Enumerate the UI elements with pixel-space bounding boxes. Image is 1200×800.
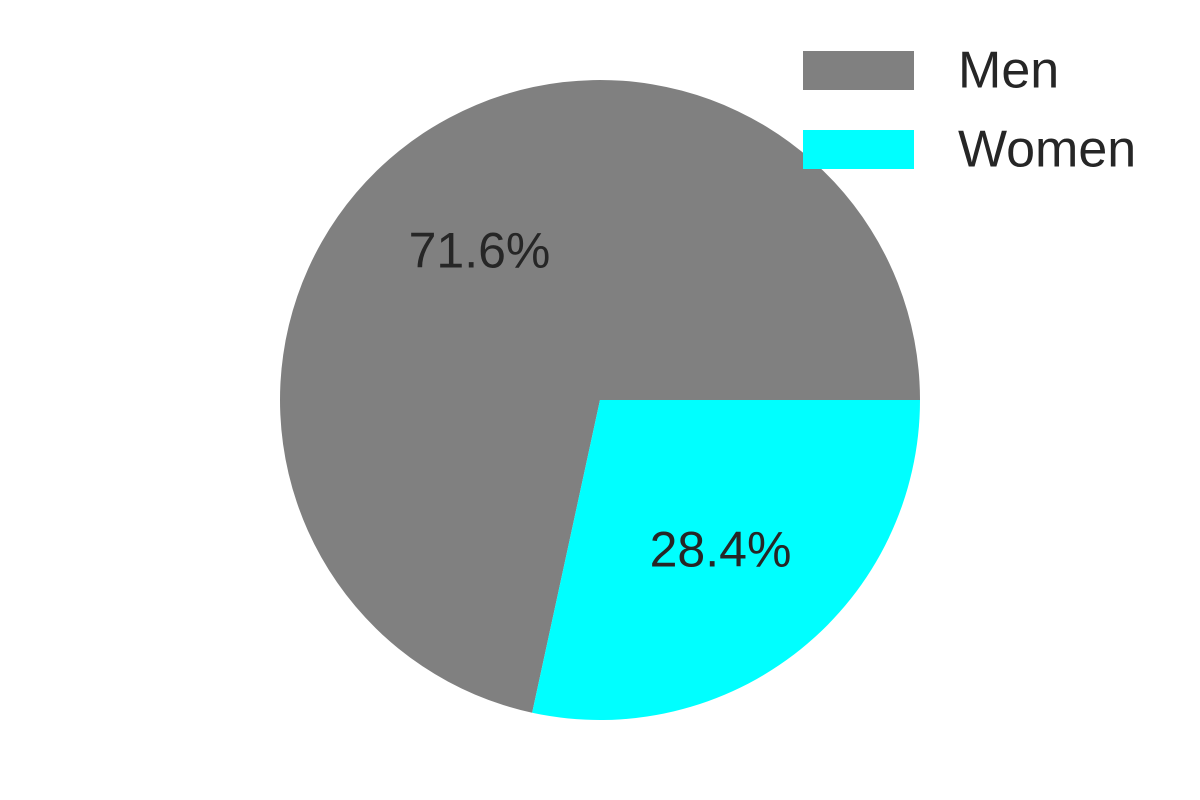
legend: Men Women — [803, 42, 1136, 179]
legend-label-women: Women — [958, 121, 1136, 179]
legend-swatch-men — [803, 51, 914, 90]
pie-slice-women — [532, 400, 920, 720]
pie-slices — [280, 79, 920, 720]
legend-swatch-women — [803, 130, 914, 169]
pie-slice-men — [280, 79, 920, 713]
pie-slice-labels: 71.6% 28.4% — [409, 223, 792, 578]
pie-slice-label-men: 71.6% — [409, 223, 551, 279]
pie-slice-label-women: 28.4% — [650, 521, 792, 577]
legend-label-men: Men — [958, 42, 1059, 100]
